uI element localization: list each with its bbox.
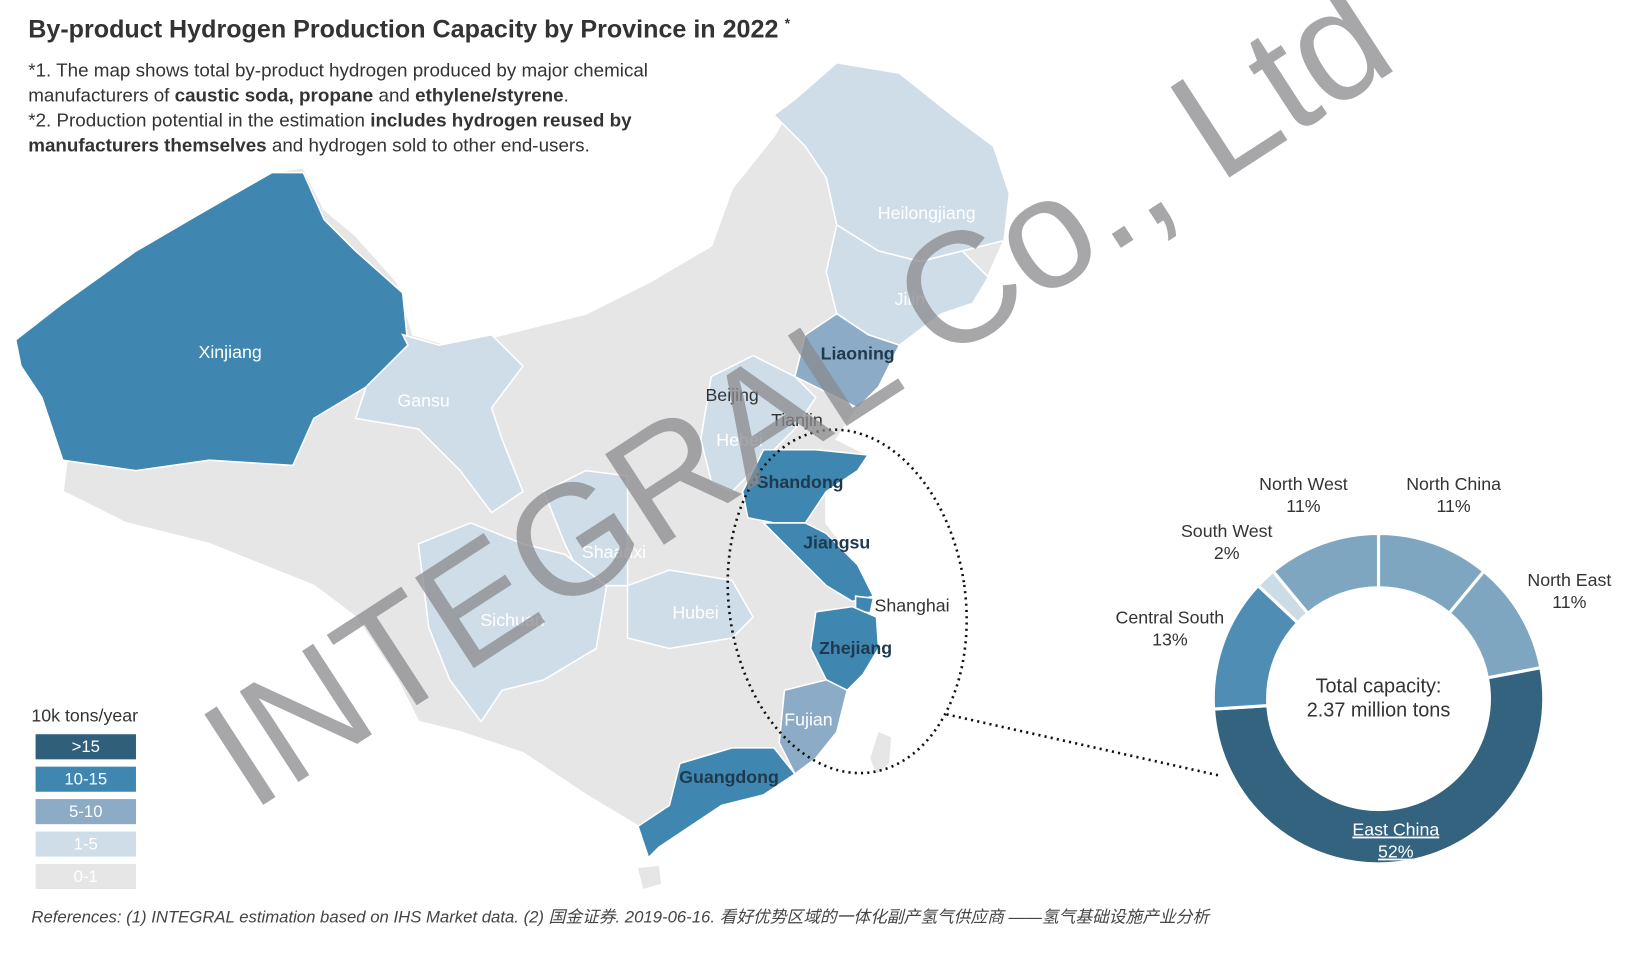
province-shape: [793, 312, 901, 409]
title-mark: *: [785, 16, 791, 31]
province-shape: [809, 605, 880, 692]
province-label: Fujian: [784, 709, 832, 729]
legend-label: 5-10: [69, 802, 102, 821]
province-label: Zhejiang: [819, 638, 892, 658]
taiwan: [870, 732, 892, 774]
donut-value-label: 11%: [1436, 496, 1470, 516]
province-shape: [772, 61, 1011, 263]
province-shape: [699, 354, 817, 493]
province-label: Sichuan: [480, 610, 544, 630]
note-line: manufacturers of caustic soda, propane a…: [28, 84, 569, 105]
donut-category-label: North East: [1527, 570, 1611, 590]
donut-center-label: Total capacity:: [1316, 675, 1442, 697]
province-shape: [741, 448, 870, 524]
note-segment: includes hydrogen reused by: [370, 110, 632, 131]
title-text: By-product Hydrogen Production Capacity …: [28, 16, 778, 44]
province-label: Xinjiang: [198, 342, 261, 362]
note-segment: and hydrogen sold to other end-users.: [267, 135, 590, 156]
note-segment: and: [373, 84, 415, 105]
province-shape: [825, 223, 990, 347]
donut-value-label: 52%: [1378, 842, 1414, 862]
notes: *1. The map shows total by-product hydro…: [28, 59, 648, 155]
legend-label: 0-1: [74, 867, 98, 886]
province-label: Jilin: [895, 289, 926, 309]
province-label: Gansu: [397, 390, 449, 410]
province-label: Liaoning: [821, 343, 895, 363]
donut-segment: [1270, 531, 1381, 616]
donut-value-label: 13%: [1152, 630, 1188, 650]
note-segment: ethylene/styrene: [415, 84, 563, 105]
legend-label: 1-5: [74, 835, 98, 854]
province-labels: Xinjiang Gansu Heilongjiang Jilin Liaoning Be…: [198, 203, 975, 787]
province-shape: [542, 469, 629, 587]
donut-category-label: North West: [1259, 474, 1348, 494]
note-line: manufacturers themselves and hydrogen so…: [28, 135, 590, 156]
province-shape: [778, 679, 849, 776]
province-label: Shandong: [757, 472, 844, 492]
province-label: Heilongjiang: [878, 203, 976, 223]
province-shape: [354, 333, 524, 514]
province-label: Hubei: [672, 603, 718, 623]
connector-line: [946, 713, 1222, 778]
legend-swatch: [35, 766, 136, 792]
legend-swatch: [35, 799, 136, 825]
legend-label: >15: [72, 737, 100, 756]
donut-value-label: 11%: [1286, 496, 1320, 516]
province-label: Beijing: [705, 385, 758, 405]
provinces: [14, 61, 1011, 860]
legend-swatch: [35, 734, 136, 760]
province-label: Guangdong: [679, 767, 779, 787]
note-segment: caustic soda, propane: [175, 84, 374, 105]
references: References: (1) INTEGRAL estimation base…: [31, 907, 1211, 926]
note-segment: .: [564, 84, 569, 105]
legend-title: 10k tons/year: [31, 706, 138, 726]
province-label: Shaanxi: [582, 542, 646, 562]
province-label: Jiangsu: [803, 533, 870, 553]
donut-category-label: Central South: [1116, 608, 1225, 628]
donut-category-label: South West: [1181, 521, 1273, 541]
note-segment: manufacturers themselves: [28, 135, 266, 156]
donut-segment: [1211, 665, 1546, 866]
note-line: *1. The map shows total by-product hydro…: [28, 59, 648, 80]
province-shape: [637, 747, 797, 860]
donut-center-label: 2.37 million tons: [1307, 699, 1451, 721]
province-label: Tianjin: [771, 410, 823, 430]
note-segment: *2. Production potential in the estimati…: [28, 110, 370, 131]
province-shape: [417, 522, 608, 724]
donut-value-label: 2%: [1214, 543, 1240, 563]
donut-category-label: East China: [1352, 820, 1439, 840]
legend-swatch: [35, 863, 136, 890]
legend: 10k tons/year >15 10-15 5-10 1-5 0-1: [31, 706, 138, 890]
donut-value-label: 11%: [1552, 592, 1586, 612]
donut-category-label: North China: [1406, 474, 1501, 494]
note-segment: manufacturers of: [28, 84, 174, 105]
legend-label: 10-15: [64, 770, 107, 789]
province-label: Shanghai: [874, 595, 949, 615]
hainan: [638, 866, 662, 890]
province-label: Hebei: [716, 430, 762, 450]
title: By-product Hydrogen Production Capacity …: [28, 16, 790, 44]
legend-swatch: [35, 831, 136, 857]
province-shape: [626, 569, 755, 650]
note-segment: *1. The map shows total by-product hydro…: [28, 59, 648, 80]
note-line: *2. Production potential in the estimati…: [28, 110, 632, 131]
province-shape: [854, 595, 875, 614]
